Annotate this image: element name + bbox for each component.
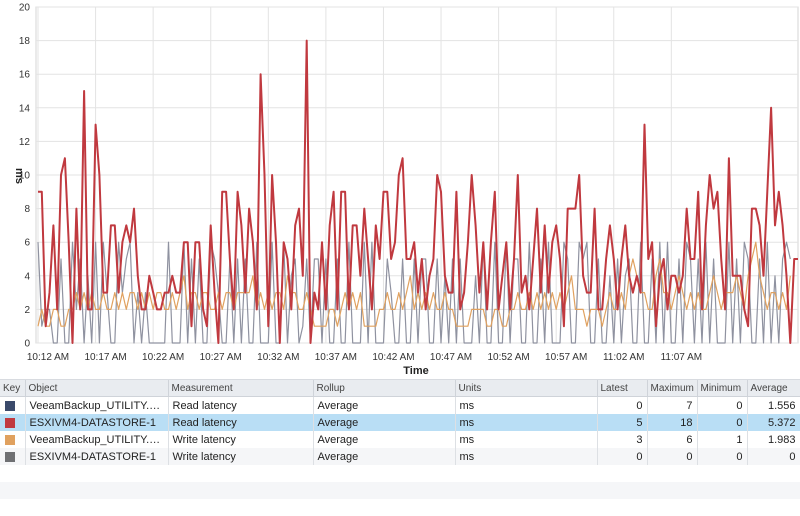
maximum-cell: 0 [647,448,698,465]
empty-row [0,482,800,499]
table-row[interactable]: VeeamBackup_UTILITY.kern... Write latenc… [0,431,800,448]
y-tick-label: 12 [19,137,31,148]
table-row[interactable]: ESXIVM4-DATASTORE-1 Read latency Average… [0,414,800,431]
units-cell: ms [455,396,598,414]
series-color-swatch [5,434,15,445]
maximum-cell: 6 [647,431,698,448]
x-tick-label: 10:52 AM [487,352,529,363]
column-header-units[interactable]: Units [455,380,598,397]
average-cell: 5.372 [747,414,800,431]
latest-cell: 5 [597,414,648,431]
latest-cell: 0 [597,396,648,414]
x-tick-label: 10:57 AM [545,352,587,363]
series-line [37,241,791,344]
column-header-maximum[interactable]: Maximum [647,380,698,397]
latency-chart: 0 2 4 6 8 10 12 14 16 18 20 10:12 AM 10:17 AM 10:22 … [13,3,799,377]
table-row[interactable]: ESXIVM4-DATASTORE-1 Write latency Averag… [0,448,800,465]
units-cell: ms [455,414,598,431]
key-cell [0,448,26,465]
minimum-cell: 1 [697,431,748,448]
object-cell: VeeamBackup_UTILITY.kern... [25,431,169,448]
x-tick-label: 10:42 AM [372,352,414,363]
column-header-rollup[interactable]: Rollup [313,380,456,397]
y-tick-label: 14 [19,103,31,114]
y-tick-label: 0 [24,339,30,350]
object-cell: ESXIVM4-DATASTORE-1 [25,448,169,465]
table-row[interactable]: VeeamBackup_UTILITY.kern... Read latency… [0,396,800,414]
empty-row [0,465,800,482]
x-tick-label: 10:27 AM [200,352,242,363]
rollup-cell: Average [313,396,456,414]
object-cell: VeeamBackup_UTILITY.kern... [25,396,169,414]
table-header-row: Key Object Measurement Rollup Units Late… [0,380,800,397]
y-tick-label: 16 [19,70,31,81]
series-color-swatch [5,400,15,411]
column-header-key[interactable]: Key [0,380,26,397]
x-tick-label: 10:37 AM [315,352,357,363]
series-line [38,39,798,344]
column-header-latest[interactable]: Latest [597,380,648,397]
measurement-cell: Read latency [168,396,314,414]
key-cell [0,396,26,414]
x-tick-label: 11:02 AM [603,352,645,363]
x-tick-label: 10:12 AM [27,352,69,363]
maximum-cell: 7 [647,396,698,414]
legend-table: Key Object Measurement Rollup Units Late… [0,379,800,516]
series-line [37,241,791,327]
key-cell [0,431,26,448]
minimum-cell: 0 [697,414,748,431]
y-tick-label: 6 [24,238,30,249]
rollup-cell: Average [313,448,456,465]
y-tick-label: 20 [19,3,31,14]
measurement-cell: Write latency [168,448,314,465]
latest-cell: 3 [597,431,648,448]
y-axis-title: ms [13,168,25,184]
object-cell: ESXIVM4-DATASTORE-1 [25,414,169,431]
y-tick-label: 4 [24,271,30,282]
series-color-swatch [5,451,15,462]
x-axis-title: Time [403,365,428,377]
measurement-table: Key Object Measurement Rollup Units Late… [0,380,800,516]
series-lines [37,39,798,344]
x-tick-label: 10:47 AM [430,352,472,363]
series-color-swatch [5,417,15,428]
x-tick-label: 10:22 AM [142,352,184,363]
latest-cell: 0 [597,448,648,465]
x-tick-label: 10:17 AM [84,352,126,363]
units-cell: ms [455,431,598,448]
minimum-cell: 0 [697,396,748,414]
x-tick-label: 10:32 AM [257,352,299,363]
x-axis-ticks: 10:12 AM 10:17 AM 10:22 AM 10:27 AM 10:32 AM… [27,352,702,363]
minimum-cell: 0 [697,448,748,465]
column-header-measurement[interactable]: Measurement [168,380,314,397]
average-cell: 0 [747,448,800,465]
average-cell: 1.983 [747,431,800,448]
column-header-object[interactable]: Object [25,380,169,397]
rollup-cell: Average [313,414,456,431]
units-cell: ms [455,448,598,465]
empty-row [0,499,800,516]
y-tick-label: 8 [24,204,30,215]
measurement-cell: Read latency [168,414,314,431]
average-cell: 1.556 [747,396,800,414]
column-header-average[interactable]: Average [747,380,800,397]
y-tick-label: 10 [19,171,31,182]
rollup-cell: Average [313,431,456,448]
y-tick-label: 2 [24,305,30,316]
key-cell [0,414,26,431]
x-tick-label: 11:07 AM [661,352,703,363]
column-header-minimum[interactable]: Minimum [697,380,748,397]
maximum-cell: 18 [647,414,698,431]
y-axis-ticks: 0 2 4 6 8 10 12 14 16 18 20 [19,3,31,350]
measurement-cell: Write latency [168,431,314,448]
y-tick-label: 18 [19,36,31,47]
